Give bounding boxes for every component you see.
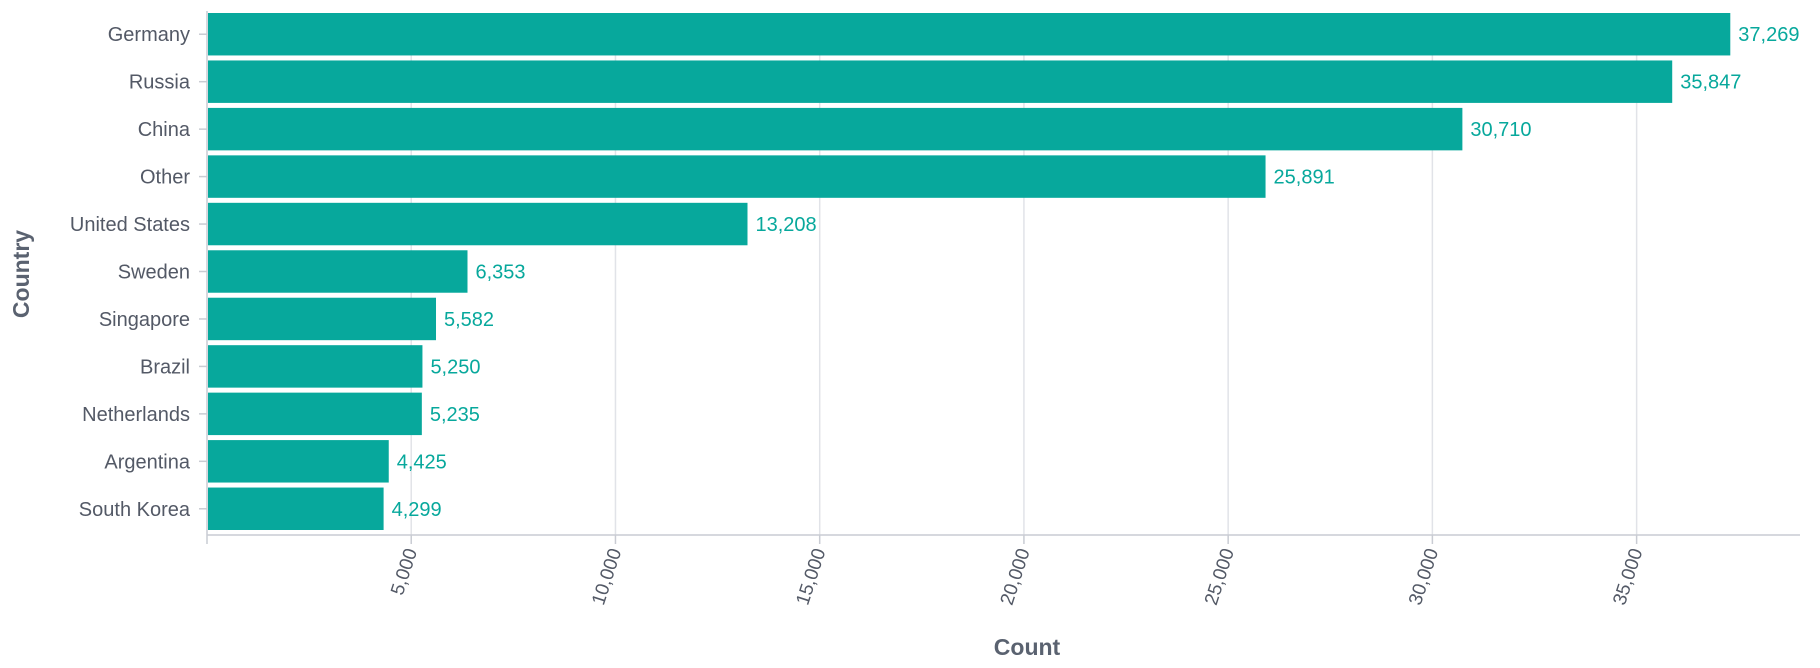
bar-value-label: 4,425 bbox=[397, 451, 447, 473]
bar-value-label: 37,269 bbox=[1738, 24, 1799, 46]
x-axis: 5,000 10,000 15,000 20,000 25,000 30,000 35,00… bbox=[206, 534, 1800, 608]
x-tick-label: 35,000 bbox=[1609, 546, 1647, 608]
bar-value-label: 6,353 bbox=[475, 262, 525, 284]
bar-value-label: 5,582 bbox=[444, 309, 494, 331]
category-label: Germany bbox=[108, 24, 190, 46]
category-label: Brazil bbox=[140, 356, 190, 378]
category-label: Sweden bbox=[118, 262, 190, 284]
x-tick-label: 30,000 bbox=[1405, 546, 1443, 608]
category-label: China bbox=[138, 119, 191, 141]
bar bbox=[208, 487, 384, 530]
bar bbox=[208, 297, 437, 341]
category-label: Netherlands bbox=[82, 404, 190, 426]
category-label: Argentina bbox=[104, 451, 190, 473]
bar bbox=[208, 60, 1673, 103]
y-axis-title: Country bbox=[8, 230, 34, 318]
category-label: South Korea bbox=[79, 499, 191, 521]
x-tick-label: 5,000 bbox=[387, 546, 422, 598]
bar bbox=[208, 392, 422, 436]
y-axis: Germany Russia China Other United States Swed… bbox=[70, 11, 208, 535]
bar-value-label: 35,847 bbox=[1680, 72, 1741, 94]
bar bbox=[208, 107, 1463, 151]
bar-value-label: 25,891 bbox=[1274, 167, 1335, 189]
bars: 37,269 35,847 30,710 25,891 13,208 6,353 5,582… bbox=[208, 13, 1799, 530]
bar-value-label: 30,710 bbox=[1470, 119, 1531, 141]
bar-value-label: 5,250 bbox=[430, 356, 480, 378]
bar-value-label: 13,208 bbox=[755, 214, 816, 236]
bar bbox=[208, 345, 423, 388]
bar bbox=[208, 250, 468, 293]
bar bbox=[208, 13, 1731, 56]
bar-value-label: 4,299 bbox=[392, 499, 442, 521]
bar bbox=[208, 202, 748, 246]
category-label: Singapore bbox=[99, 309, 190, 331]
x-tick-label: 15,000 bbox=[793, 546, 831, 608]
bar bbox=[208, 155, 1266, 198]
category-label: Other bbox=[140, 167, 190, 189]
x-tick-label: 10,000 bbox=[588, 546, 626, 608]
bar-value-label: 5,235 bbox=[430, 404, 480, 426]
x-tick-label: 20,000 bbox=[997, 546, 1035, 608]
category-label: Russia bbox=[129, 72, 191, 94]
x-axis-title: Count bbox=[994, 634, 1061, 660]
x-tick-label: 25,000 bbox=[1201, 546, 1239, 608]
category-label: United States bbox=[70, 214, 190, 236]
bar bbox=[208, 440, 389, 483]
